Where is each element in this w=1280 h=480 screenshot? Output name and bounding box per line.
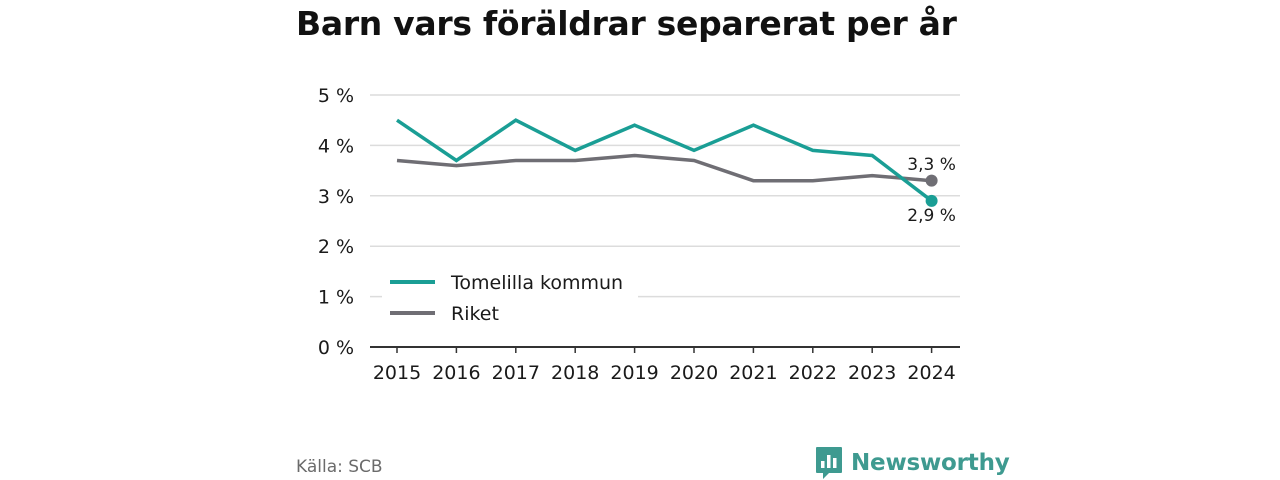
x-tick-label: 2019 xyxy=(610,362,658,384)
legend-label: Tomelilla kommun xyxy=(450,272,623,294)
y-tick-label: 3 % xyxy=(318,186,354,208)
x-tick-label: 2021 xyxy=(729,362,777,384)
end-label-tomelilla: 2,9 % xyxy=(907,206,956,226)
brand-name: Newsworthy xyxy=(851,450,1010,476)
source-note: Källa: SCB xyxy=(296,457,383,477)
y-tick-label: 0 % xyxy=(318,337,354,359)
chart-title: Barn vars föräldrar separerat per år xyxy=(296,4,957,43)
series-line xyxy=(396,118,933,203)
x-tick-label: 2020 xyxy=(670,362,718,384)
legend-background xyxy=(382,268,638,328)
legend: Tomelilla kommun Riket xyxy=(382,268,638,328)
brand: Newsworthy xyxy=(815,446,1010,480)
x-tick-label: 2023 xyxy=(848,362,896,384)
x-tick-label: 2015 xyxy=(373,362,421,384)
y-tick-label: 1 % xyxy=(318,287,354,309)
y-tick-label: 2 % xyxy=(318,236,354,258)
x-tick-label: 2018 xyxy=(551,362,599,384)
x-tick-label: 2017 xyxy=(492,362,540,384)
series-end-marker xyxy=(925,174,938,187)
series-lines xyxy=(396,118,938,207)
end-labels: 2,9 % 3,3 % xyxy=(907,155,956,226)
x-tick-label: 2022 xyxy=(789,362,837,384)
x-tick-label: 2016 xyxy=(432,362,480,384)
y-tick-label: 5 % xyxy=(318,85,354,107)
x-tick-label: 2024 xyxy=(907,362,955,384)
y-tick-label: 4 % xyxy=(318,135,354,157)
grid-lines xyxy=(370,94,960,298)
legend-label: Riket xyxy=(451,303,499,325)
y-axis-ticks: 0 % 1 % 2 % 3 % 4 % 5 % xyxy=(318,85,354,359)
end-label-riket: 3,3 % xyxy=(907,155,956,175)
x-axis-ticks: 2015 2016 2017 2018 2019 2020 2021 2022 2023 2024 xyxy=(373,347,956,384)
newsworthy-logo-icon xyxy=(816,447,842,479)
series-line xyxy=(396,153,932,183)
series-end-marker xyxy=(925,194,938,207)
